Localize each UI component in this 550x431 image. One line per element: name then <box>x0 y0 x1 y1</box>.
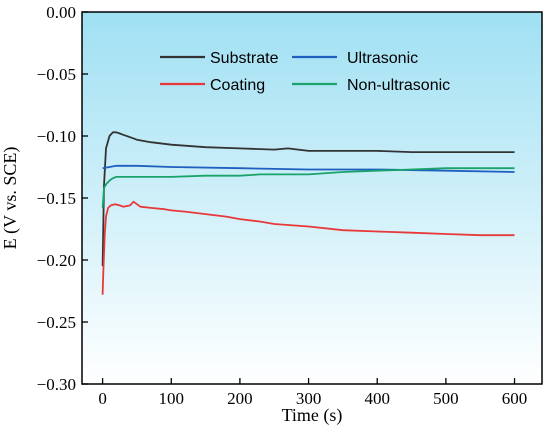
x-tick-label: 600 <box>502 389 528 408</box>
y-tick-label: −0.15 <box>37 189 76 208</box>
y-axis-title: E (V vs. SCE) <box>0 147 21 250</box>
y-tick-label: 0.00 <box>46 3 76 22</box>
legend-label-non-ultrasonic: Non-ultrasonic <box>347 77 450 94</box>
series-line-substrate <box>101 131 515 267</box>
y-tick-label: −0.25 <box>37 313 76 332</box>
series-layer <box>101 131 515 295</box>
y-tick-label: −0.10 <box>37 127 76 146</box>
legend: Substrate Ultrasonic Coating Non-ultraso… <box>160 50 450 94</box>
y-tick-label: −0.30 <box>37 375 76 394</box>
legend-label-substrate: Substrate <box>210 50 279 67</box>
plot-area <box>82 12 542 384</box>
x-tick-label: 500 <box>433 389 459 408</box>
series-line-non-ultrasonic <box>101 167 515 208</box>
legend-label-ultrasonic: Ultrasonic <box>347 50 418 67</box>
x-axis-title: Time (s) <box>282 405 343 426</box>
y-tick-label: −0.05 <box>37 65 76 84</box>
series-line-coating <box>101 200 515 295</box>
legend-label-coating: Coating <box>210 77 265 94</box>
x-tick-label: 200 <box>227 389 253 408</box>
x-tick-label: 300 <box>296 389 322 408</box>
x-tick-label: 0 <box>98 389 107 408</box>
axes-layer: 0 100 200 300 400 500 600 0.00 −0.05 −0.10 −0.15 −0… <box>37 3 528 408</box>
x-tick-label: 400 <box>364 389 390 408</box>
y-tick-label: −0.20 <box>37 251 76 270</box>
x-tick-label: 100 <box>159 389 185 408</box>
